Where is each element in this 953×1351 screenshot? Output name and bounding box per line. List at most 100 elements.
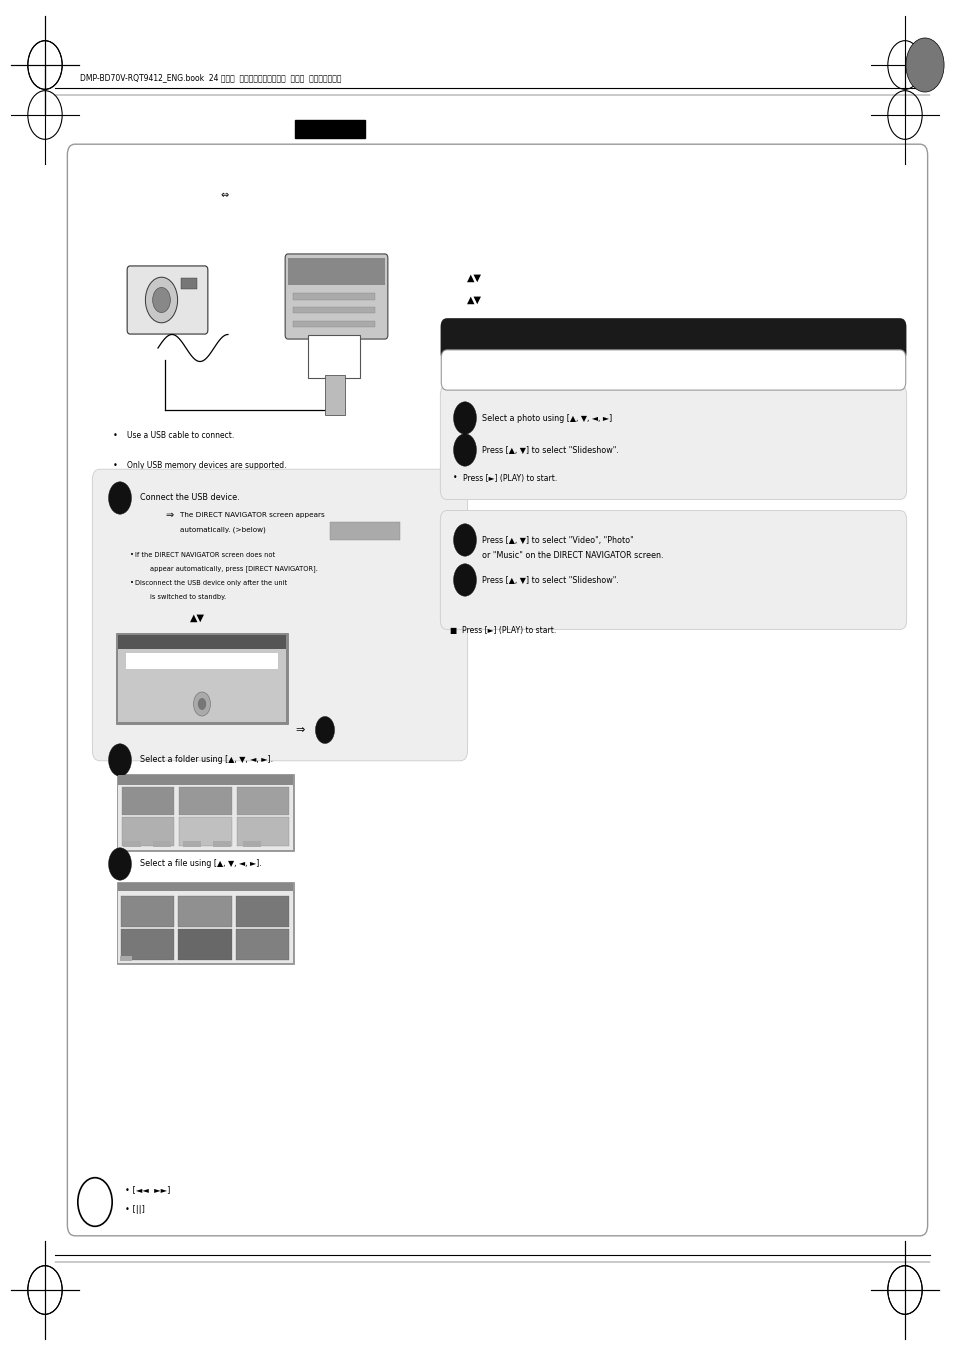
FancyBboxPatch shape — [236, 817, 289, 846]
Text: JPEG: JPEG — [319, 124, 340, 134]
FancyBboxPatch shape — [243, 842, 261, 847]
FancyBboxPatch shape — [293, 293, 375, 300]
FancyBboxPatch shape — [118, 884, 293, 892]
FancyBboxPatch shape — [118, 775, 293, 850]
Text: or "Music" on the DIRECT NAVIGATOR screen.: or "Music" on the DIRECT NAVIGATOR scree… — [481, 551, 662, 561]
Text: •: • — [130, 553, 133, 558]
Text: If the DIRECT NAVIGATOR screen does not: If the DIRECT NAVIGATOR screen does not — [135, 553, 274, 558]
Circle shape — [905, 38, 943, 92]
Circle shape — [453, 401, 476, 434]
FancyBboxPatch shape — [293, 307, 375, 313]
FancyBboxPatch shape — [121, 896, 174, 927]
FancyBboxPatch shape — [120, 957, 132, 961]
Text: •: • — [112, 431, 117, 439]
FancyBboxPatch shape — [181, 278, 197, 289]
Text: 2: 2 — [462, 576, 467, 585]
FancyBboxPatch shape — [441, 319, 904, 361]
Circle shape — [193, 692, 211, 716]
FancyBboxPatch shape — [118, 635, 286, 648]
Text: Select a photo using [▲, ▼, ◄, ►]: Select a photo using [▲, ▼, ◄, ►] — [481, 413, 612, 423]
Text: U S B: U S B — [355, 528, 375, 534]
Text: 3: 3 — [322, 727, 327, 732]
Text: Connect the USB device.: Connect the USB device. — [140, 493, 239, 503]
Text: appear automatically, press [DIRECT NAVIGATOR].: appear automatically, press [DIRECT NAVI… — [150, 566, 317, 573]
Text: • [||]: • [||] — [125, 1205, 145, 1215]
Text: ⇒: ⇒ — [165, 509, 172, 520]
Text: 2: 2 — [117, 755, 123, 765]
FancyBboxPatch shape — [121, 929, 174, 961]
Circle shape — [453, 434, 476, 466]
FancyBboxPatch shape — [68, 145, 926, 1236]
Circle shape — [152, 288, 171, 312]
FancyBboxPatch shape — [127, 266, 208, 334]
Circle shape — [453, 563, 476, 596]
FancyBboxPatch shape — [440, 385, 905, 500]
Circle shape — [109, 744, 132, 777]
FancyBboxPatch shape — [118, 884, 293, 963]
FancyBboxPatch shape — [126, 653, 277, 669]
FancyBboxPatch shape — [122, 817, 174, 846]
FancyBboxPatch shape — [116, 634, 288, 724]
FancyBboxPatch shape — [440, 511, 905, 630]
Text: is switched to standby.: is switched to standby. — [150, 594, 226, 600]
Text: DMP-BD70V-RQT9412_ENG.book  24 ページ  ２００９年２月２７日  金曜日  午後７時２３分: DMP-BD70V-RQT9412_ENG.book 24 ページ ２００９年２… — [80, 73, 341, 82]
Text: ▲▼: ▲▼ — [467, 295, 481, 305]
FancyBboxPatch shape — [288, 258, 385, 285]
FancyBboxPatch shape — [117, 882, 294, 965]
Text: Select a folder using [▲, ▼, ◄, ►].: Select a folder using [▲, ▼, ◄, ►]. — [140, 755, 273, 765]
FancyBboxPatch shape — [330, 521, 399, 540]
FancyBboxPatch shape — [183, 842, 201, 847]
Text: Supported format: JPEG: Supported format: JPEG — [127, 490, 217, 500]
FancyBboxPatch shape — [178, 929, 232, 961]
FancyBboxPatch shape — [92, 469, 467, 761]
Text: •: • — [453, 473, 456, 482]
FancyBboxPatch shape — [178, 896, 232, 927]
Text: • [◄◄  ►►]: • [◄◄ ►►] — [125, 1185, 171, 1194]
Text: Press [▲, ▼] to select "Video", "Photo": Press [▲, ▼] to select "Video", "Photo" — [481, 535, 633, 544]
Text: ■: ■ — [449, 626, 456, 635]
Text: Press [▲, ▼] to select "Slideshow".: Press [▲, ▼] to select "Slideshow". — [481, 446, 618, 454]
Circle shape — [78, 1178, 112, 1227]
FancyBboxPatch shape — [285, 254, 388, 339]
FancyBboxPatch shape — [179, 817, 232, 846]
FancyBboxPatch shape — [441, 350, 904, 390]
Text: Use a USB cable to connect.: Use a USB cable to connect. — [127, 431, 234, 439]
Text: ⇒: ⇒ — [294, 725, 304, 735]
Text: ⎔: ⎔ — [331, 350, 336, 355]
FancyBboxPatch shape — [152, 842, 171, 847]
FancyBboxPatch shape — [235, 896, 289, 927]
FancyBboxPatch shape — [294, 120, 365, 138]
Circle shape — [109, 482, 132, 515]
FancyBboxPatch shape — [325, 376, 345, 415]
Circle shape — [315, 716, 335, 743]
FancyBboxPatch shape — [213, 842, 231, 847]
FancyBboxPatch shape — [118, 775, 293, 785]
Text: 1: 1 — [462, 413, 467, 423]
Text: ▲▼: ▲▼ — [190, 613, 205, 623]
Text: 1: 1 — [462, 535, 467, 544]
FancyBboxPatch shape — [117, 774, 294, 851]
Text: ⇔: ⇔ — [221, 190, 229, 200]
Text: Only USB memory devices are supported.: Only USB memory devices are supported. — [127, 461, 286, 470]
FancyBboxPatch shape — [235, 929, 289, 961]
Text: Disconnect the USB device only after the unit: Disconnect the USB device only after the… — [135, 580, 287, 586]
Text: Press [►] (PLAY) to start.: Press [►] (PLAY) to start. — [462, 473, 557, 482]
Text: Start slideshow: Start slideshow — [638, 366, 707, 374]
Text: •: • — [130, 580, 133, 586]
Text: The DIRECT NAVIGATOR screen appears: The DIRECT NAVIGATOR screen appears — [180, 512, 324, 517]
Text: 24: 24 — [90, 1197, 100, 1206]
Text: •: • — [112, 461, 117, 470]
FancyBboxPatch shape — [179, 788, 232, 816]
Text: ▲▼: ▲▼ — [467, 273, 481, 282]
FancyBboxPatch shape — [123, 842, 141, 847]
Text: 3: 3 — [117, 859, 123, 869]
FancyBboxPatch shape — [293, 322, 375, 327]
Circle shape — [453, 524, 476, 557]
FancyBboxPatch shape — [122, 788, 174, 816]
FancyBboxPatch shape — [118, 635, 286, 721]
Circle shape — [197, 698, 206, 711]
FancyBboxPatch shape — [236, 788, 289, 816]
Text: 2: 2 — [462, 446, 467, 454]
Circle shape — [145, 277, 177, 323]
FancyBboxPatch shape — [308, 335, 359, 378]
